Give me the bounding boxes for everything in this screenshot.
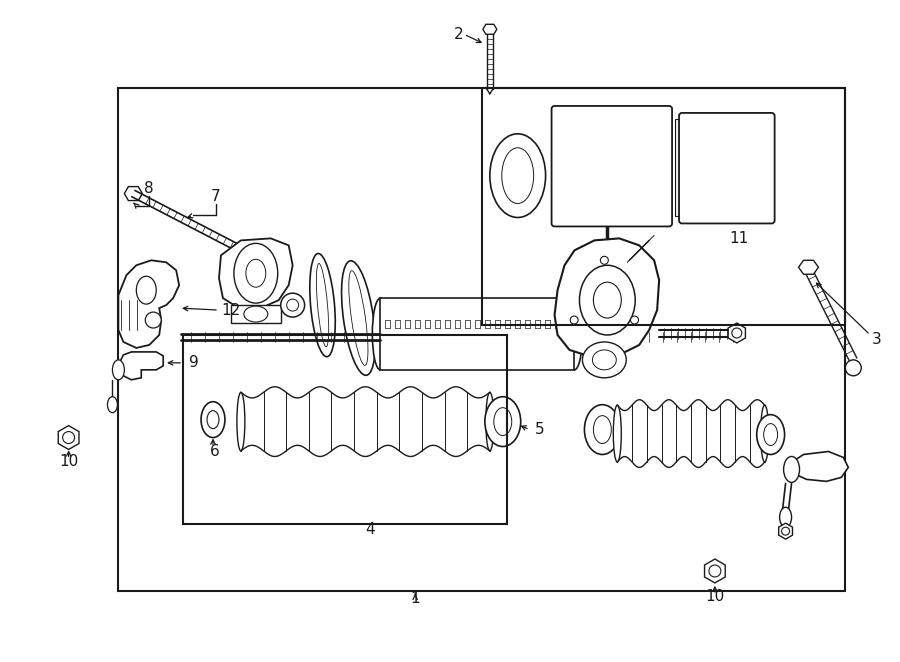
- Ellipse shape: [571, 316, 578, 324]
- FancyBboxPatch shape: [679, 113, 775, 224]
- Bar: [381, 298, 574, 370]
- Ellipse shape: [310, 254, 336, 357]
- Ellipse shape: [760, 405, 769, 462]
- Ellipse shape: [207, 410, 219, 428]
- Ellipse shape: [490, 134, 545, 218]
- Ellipse shape: [281, 293, 304, 317]
- Ellipse shape: [234, 244, 278, 303]
- FancyBboxPatch shape: [552, 106, 672, 226]
- Ellipse shape: [485, 397, 521, 446]
- Ellipse shape: [342, 261, 375, 375]
- Ellipse shape: [373, 298, 388, 370]
- Ellipse shape: [600, 256, 608, 264]
- Text: 10: 10: [706, 589, 724, 604]
- Text: 10: 10: [59, 454, 78, 469]
- Ellipse shape: [107, 397, 117, 412]
- Ellipse shape: [613, 405, 621, 462]
- Ellipse shape: [592, 350, 617, 370]
- Text: 3: 3: [871, 332, 881, 348]
- Polygon shape: [554, 238, 659, 358]
- Polygon shape: [728, 323, 745, 343]
- Text: 8: 8: [145, 181, 154, 196]
- Ellipse shape: [593, 416, 611, 444]
- Ellipse shape: [593, 282, 621, 318]
- Bar: [690, 151, 764, 161]
- Ellipse shape: [599, 189, 616, 213]
- Bar: [183, 335, 507, 524]
- Bar: [690, 191, 764, 201]
- Ellipse shape: [287, 299, 299, 311]
- Text: 7: 7: [212, 189, 220, 204]
- Polygon shape: [119, 352, 163, 380]
- Ellipse shape: [584, 404, 620, 455]
- Text: 12: 12: [221, 303, 240, 318]
- Bar: [675, 119, 683, 216]
- Ellipse shape: [845, 360, 861, 376]
- Bar: [119, 88, 845, 591]
- Text: 2: 2: [454, 26, 464, 42]
- Ellipse shape: [112, 360, 124, 380]
- Ellipse shape: [486, 393, 494, 451]
- Ellipse shape: [317, 263, 328, 347]
- Ellipse shape: [631, 316, 638, 324]
- Ellipse shape: [764, 424, 778, 446]
- Ellipse shape: [709, 565, 721, 577]
- Text: 5: 5: [535, 422, 544, 437]
- Ellipse shape: [237, 393, 245, 451]
- Ellipse shape: [566, 298, 582, 370]
- Polygon shape: [119, 260, 179, 348]
- Bar: [690, 171, 764, 181]
- Ellipse shape: [145, 312, 161, 328]
- Polygon shape: [124, 187, 142, 201]
- Polygon shape: [219, 238, 292, 308]
- Polygon shape: [483, 24, 497, 34]
- Text: 9: 9: [189, 355, 199, 370]
- Ellipse shape: [580, 265, 635, 335]
- Ellipse shape: [63, 432, 75, 444]
- Ellipse shape: [732, 328, 742, 338]
- Text: 1: 1: [410, 591, 420, 606]
- Bar: [690, 131, 764, 141]
- Polygon shape: [788, 451, 849, 481]
- Ellipse shape: [784, 457, 799, 483]
- Text: 11: 11: [729, 231, 749, 246]
- Polygon shape: [798, 260, 818, 274]
- Bar: [482, 88, 845, 325]
- Polygon shape: [778, 523, 793, 539]
- Ellipse shape: [201, 402, 225, 438]
- Ellipse shape: [582, 342, 626, 378]
- Polygon shape: [705, 559, 725, 583]
- Ellipse shape: [349, 271, 368, 365]
- Ellipse shape: [502, 148, 534, 203]
- Ellipse shape: [136, 276, 157, 304]
- Bar: [231, 305, 281, 323]
- Ellipse shape: [242, 246, 256, 260]
- Ellipse shape: [244, 306, 268, 322]
- Ellipse shape: [494, 408, 512, 436]
- Ellipse shape: [246, 260, 266, 287]
- Text: 6: 6: [210, 444, 220, 459]
- Text: 4: 4: [365, 522, 375, 537]
- Ellipse shape: [757, 414, 785, 455]
- Ellipse shape: [781, 527, 789, 535]
- Polygon shape: [58, 426, 79, 449]
- Ellipse shape: [779, 507, 792, 527]
